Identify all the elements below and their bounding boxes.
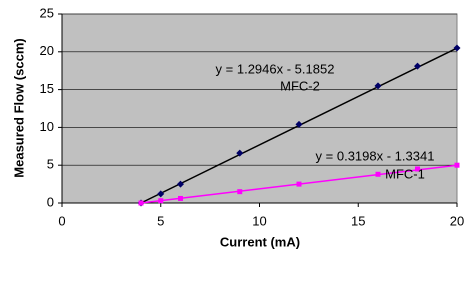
data-point	[374, 82, 382, 90]
x-tick-label: 10	[252, 213, 266, 228]
data-point	[296, 181, 302, 187]
data-point	[375, 171, 381, 177]
series-label: MFC-1	[385, 166, 425, 181]
y-tick-label: 10	[40, 119, 54, 134]
data-point	[138, 200, 144, 206]
x-tick-label: 15	[351, 213, 365, 228]
trendline-equation: y = 1.2946x - 5.1852	[216, 61, 335, 76]
x-tick-label: 5	[157, 213, 164, 228]
data-point	[454, 162, 460, 168]
x-axis-title: Current (mA)	[220, 234, 300, 249]
y-axis-title: Measured Flow (sccm)	[11, 38, 26, 177]
data-point	[178, 195, 183, 201]
y-tick-label: 25	[40, 5, 54, 20]
data-point	[158, 198, 164, 204]
y-tick-label: 20	[40, 43, 54, 58]
data-point	[177, 180, 184, 188]
data-point	[453, 44, 461, 52]
data-point	[295, 120, 303, 128]
data-point	[236, 149, 244, 157]
y-tick-label: 15	[40, 81, 54, 96]
series-label: MFC-2	[280, 78, 320, 93]
x-tick-label: 20	[450, 213, 464, 228]
y-tick-label: 0	[47, 194, 54, 209]
data-point	[157, 190, 165, 198]
data-point	[415, 166, 420, 172]
trendline-equation: y = 0.3198x - 1.3341	[316, 148, 435, 163]
plot-area	[61, 13, 458, 204]
data-point	[414, 62, 421, 70]
y-tick-label: 5	[47, 157, 54, 172]
x-tick-label: 0	[58, 213, 65, 228]
data-point	[237, 189, 243, 195]
